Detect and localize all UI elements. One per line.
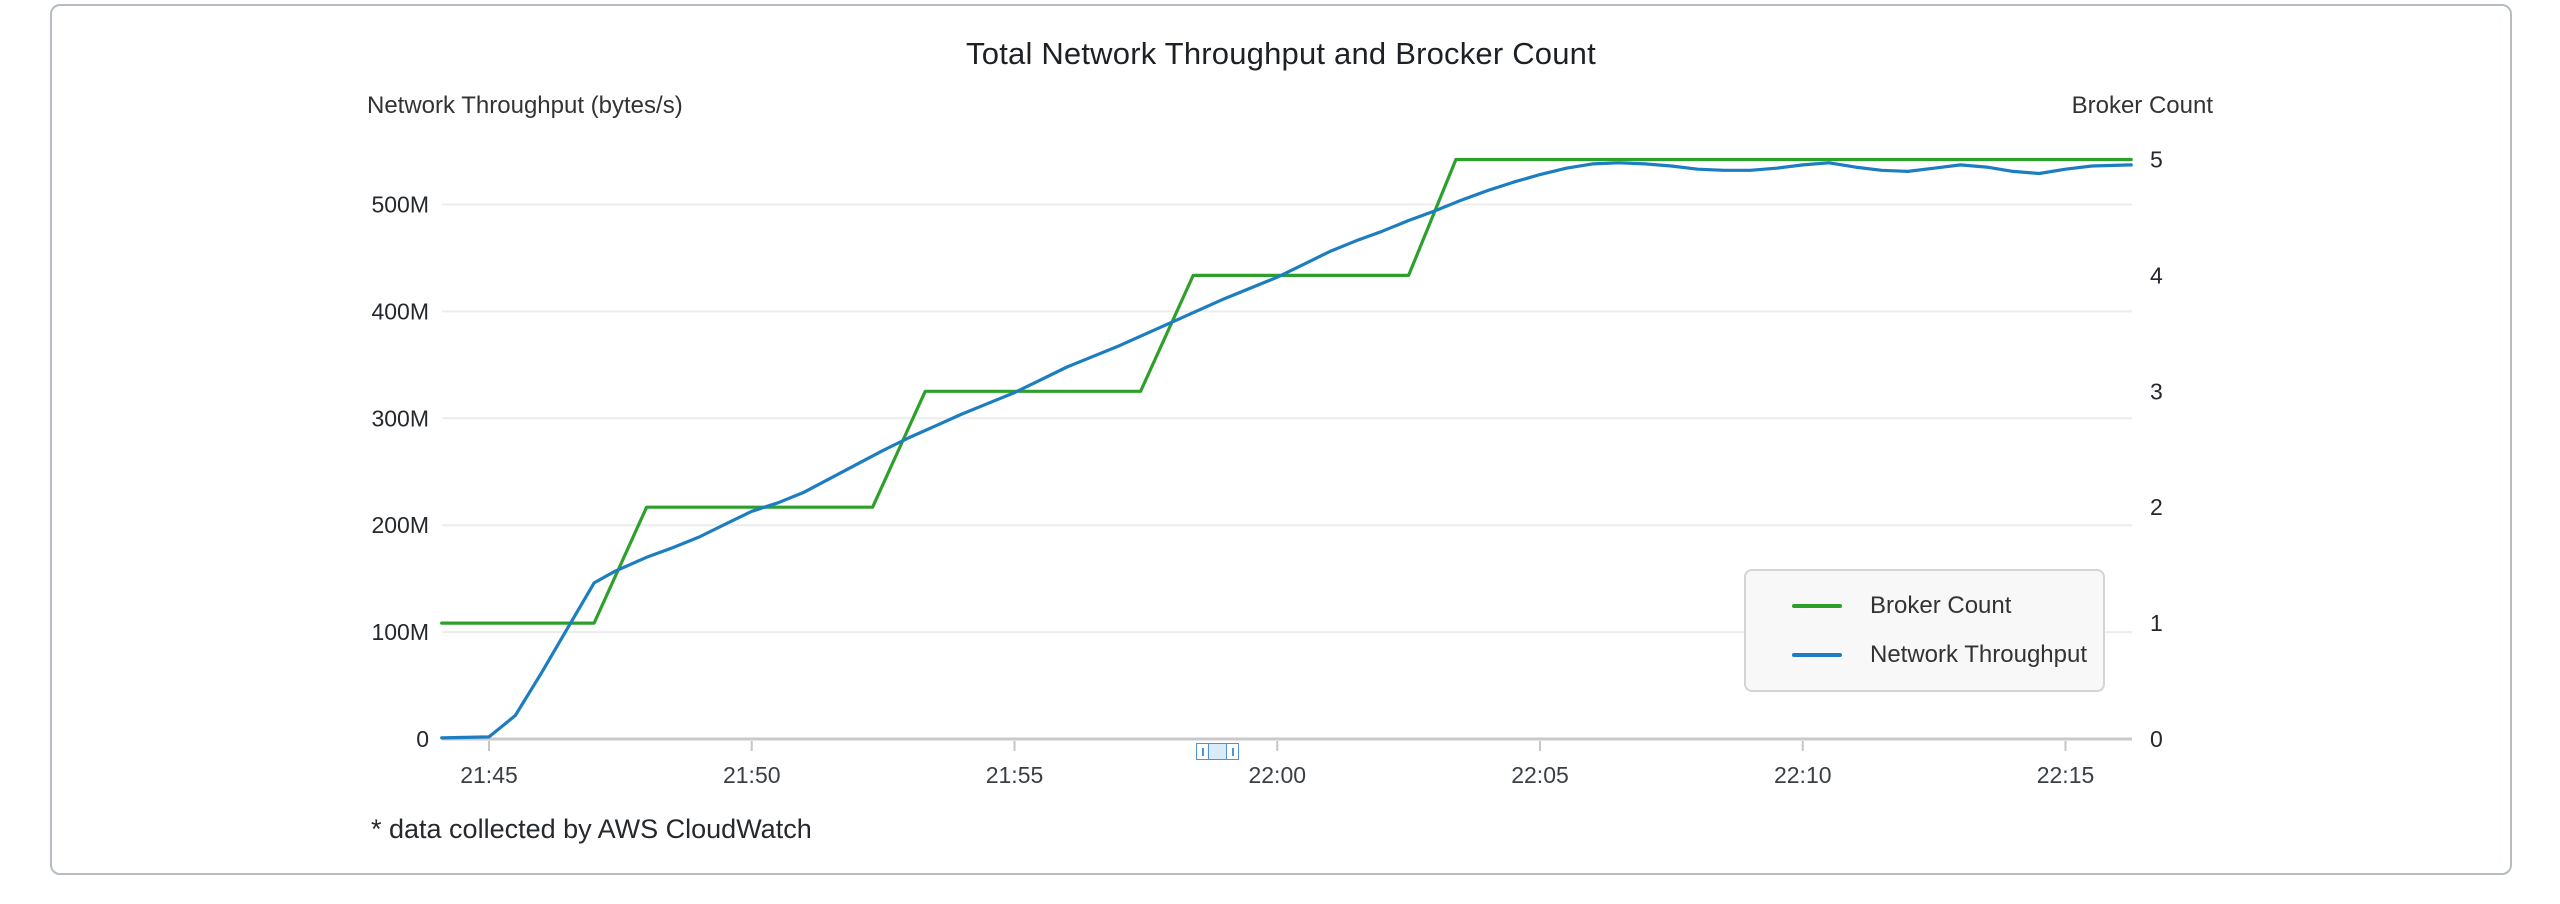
x-axis-tick-label: 22:00 [1248,762,1306,788]
left-axis-title: Network Throughput (bytes/s) [367,92,683,119]
x-axis-tick-label: 22:10 [1774,762,1832,788]
right-axis-tick-label: 4 [2150,262,2163,288]
chart-legend: Broker Count Network Throughput [1744,569,2105,692]
timeline-scrubber[interactable] [1196,743,1239,760]
broker-count-swatch [1792,604,1842,608]
handle-grip-icon [1201,747,1204,756]
legend-item-broker-count[interactable]: Broker Count [1792,592,2103,620]
x-axis-tick-label: 21:45 [460,762,518,788]
left-axis-tick-label: 0 [416,726,429,752]
x-axis-tick-label: 22:15 [2037,762,2095,788]
left-axis-tick-label: 400M [371,298,429,324]
left-axis-tick-label: 100M [371,619,429,645]
right-axis-tick-label: 3 [2150,378,2163,404]
scrubber-track[interactable] [1209,743,1226,760]
chart-card: Total Network Throughput and Brocker Cou… [50,4,2512,875]
right-axis-tick-label: 1 [2150,610,2163,636]
left-axis-tick-label: 200M [371,512,429,538]
chart-title: Total Network Throughput and Brocker Cou… [966,36,1596,71]
scrubber-right-handle[interactable] [1226,743,1239,760]
legend-item-network-throughput[interactable]: Network Throughput [1792,641,2103,669]
legend-label: Broker Count [1870,592,2012,619]
right-axis-tick-label: 2 [2150,494,2163,520]
chart-footnote: * data collected by AWS CloudWatch [371,814,812,844]
x-axis-tick-label: 22:05 [1511,762,1569,788]
x-axis-tick-label: 21:50 [723,762,781,788]
left-axis-tick-label: 500M [371,192,429,218]
right-axis-tick-label: 5 [2150,147,2163,173]
x-axis-tick-label: 21:55 [986,762,1044,788]
network-throughput-line [440,161,2133,740]
scrubber-left-handle[interactable] [1196,743,1209,760]
chart-canvas[interactable]: 21:45 21:50 21:55 22:00 22:05 22:10 22:15 0 100M… [52,6,2510,873]
right-axis-tick-label: 0 [2150,726,2163,752]
left-axis-tick-label: 300M [371,405,429,431]
handle-grip-icon [1231,747,1234,756]
network-throughput-swatch [1792,653,1842,657]
legend-label: Network Throughput [1870,641,2088,668]
broker-count-line [440,157,2133,625]
right-axis-title: Broker Count [2071,92,2213,119]
